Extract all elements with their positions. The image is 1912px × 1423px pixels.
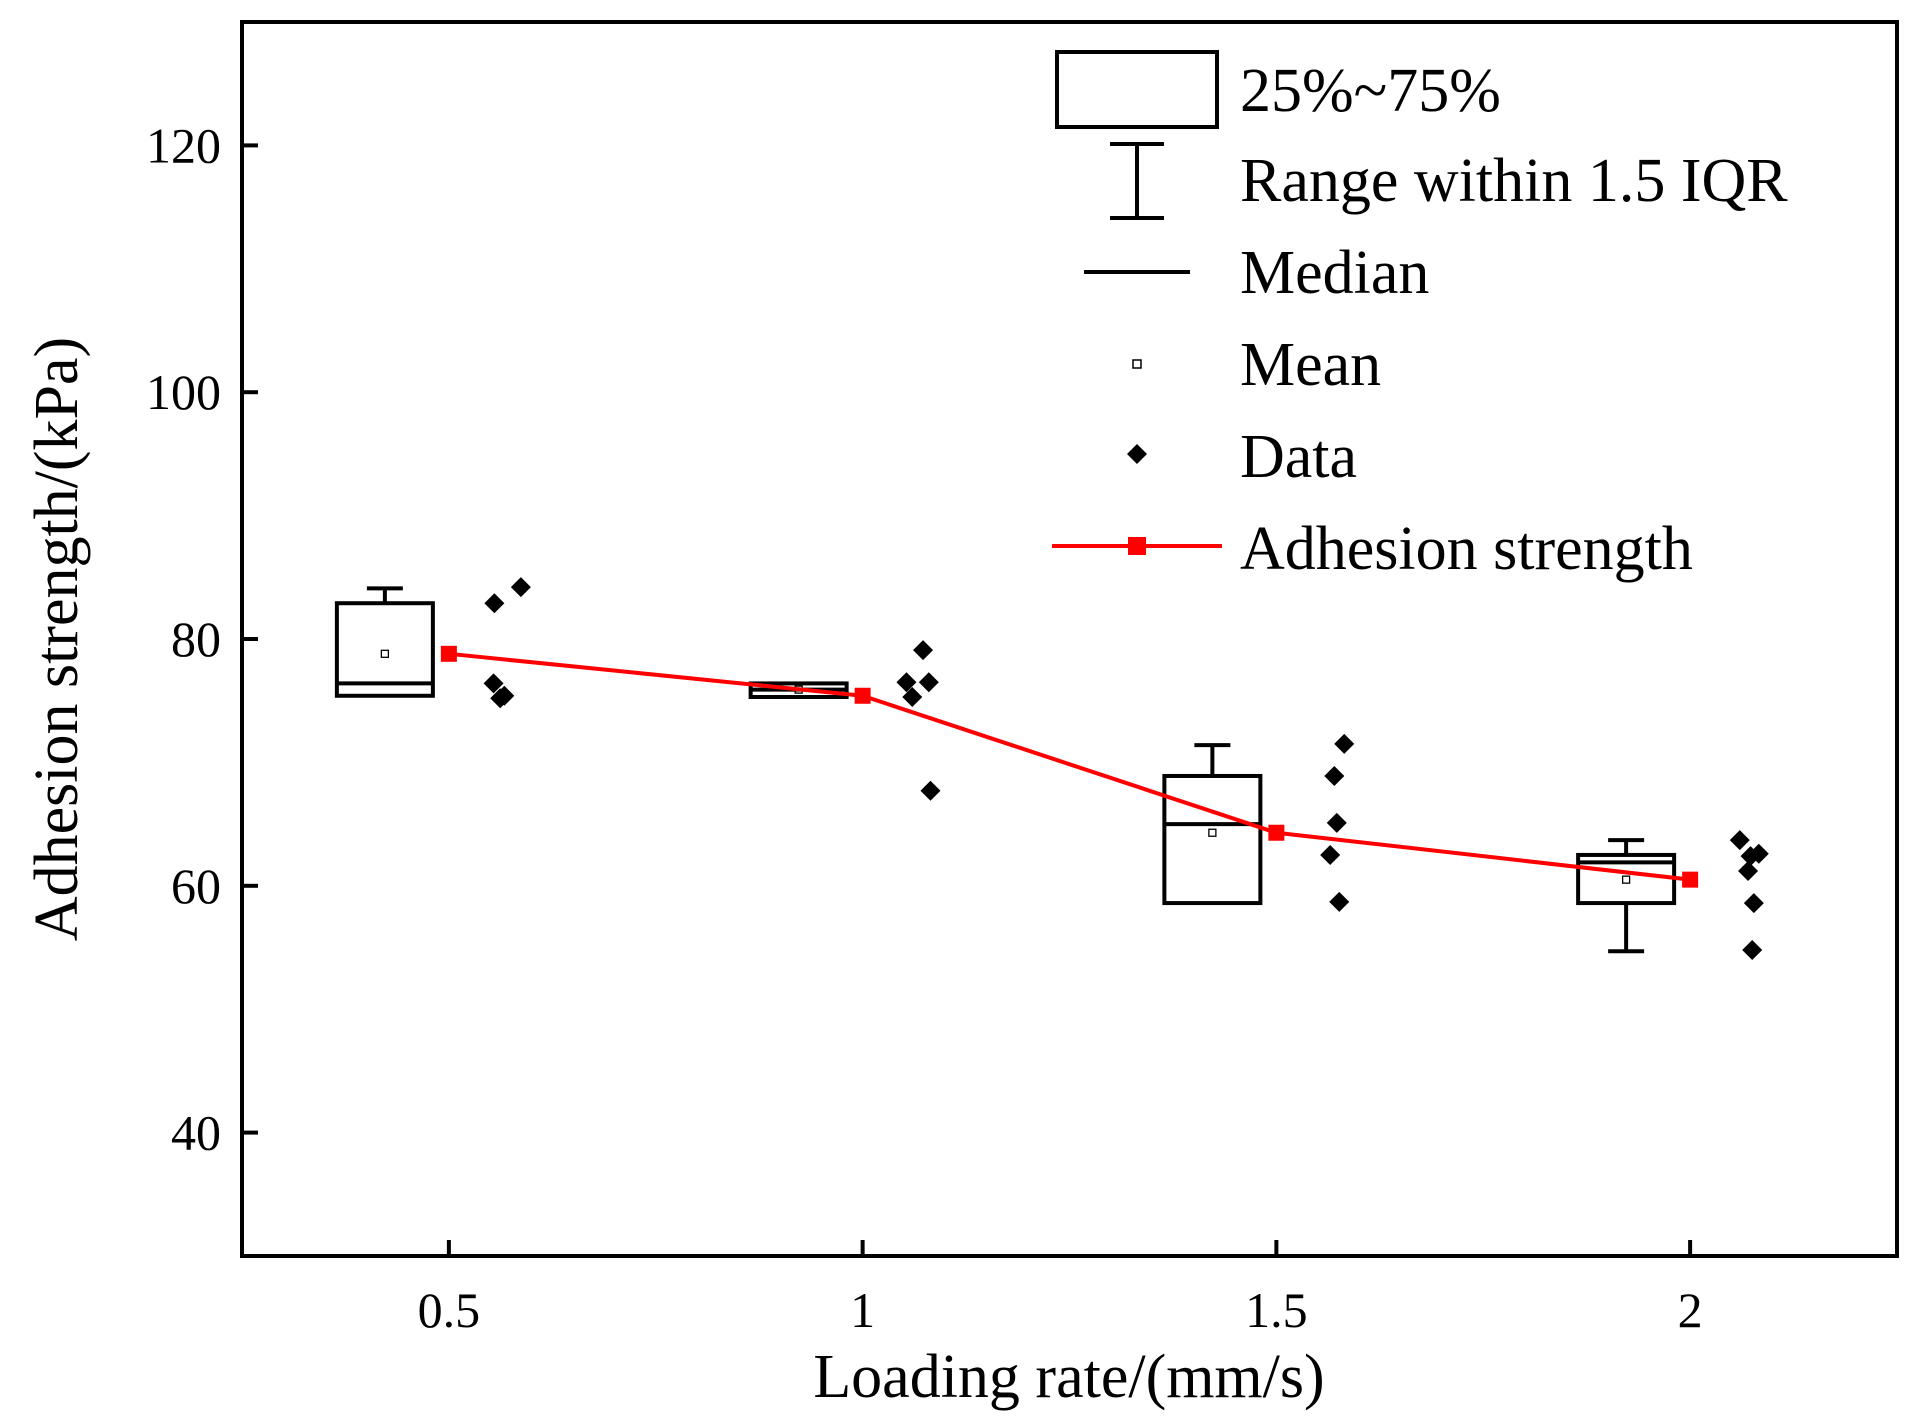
x-axis-title: Loading rate/(mm/s) xyxy=(813,1343,1324,1411)
line-marker xyxy=(1268,824,1285,841)
data-point xyxy=(510,577,531,598)
adhesion-strength-line xyxy=(440,645,1699,888)
data-point xyxy=(902,686,923,707)
data-point xyxy=(1329,891,1350,912)
box-iqr xyxy=(334,601,435,698)
data-point xyxy=(1748,843,1769,864)
data-point xyxy=(1324,765,1345,786)
line-marker xyxy=(854,687,871,704)
legend-data-swatch xyxy=(1127,444,1147,464)
data-point xyxy=(1729,830,1750,851)
data-point xyxy=(1326,812,1347,833)
x-ticks: 0.5 1 1.5 2 xyxy=(418,1240,1703,1338)
data-point xyxy=(494,685,515,706)
y-axis-title: Adhesion strength/(kPa) xyxy=(23,337,91,941)
box-series xyxy=(334,586,1677,954)
line-marker xyxy=(440,645,457,662)
data-points xyxy=(483,577,1769,960)
legend: 25%~75% Range within 1.5 IQR Median Mean… xyxy=(1052,50,1788,583)
y-axis: 40 60 80 100 120 Adhesion strength/(kPa) xyxy=(23,117,258,1161)
mean-marker xyxy=(1208,828,1217,837)
data-point xyxy=(918,672,939,693)
x-tick-label: 1 xyxy=(850,1282,875,1338)
legend-mean-label: Mean xyxy=(1240,331,1381,399)
y-tick-label: 80 xyxy=(171,611,221,667)
legend-mean-swatch xyxy=(1132,359,1142,369)
data-point xyxy=(913,640,934,661)
legend-whisker-label: Range within 1.5 IQR xyxy=(1240,147,1788,215)
x-tick-label: 2 xyxy=(1678,1282,1703,1338)
legend-box-swatch xyxy=(1055,50,1219,129)
data-point xyxy=(920,780,941,801)
y-tick-label: 100 xyxy=(146,364,221,420)
data-point xyxy=(483,673,504,694)
y-tick-label: 120 xyxy=(146,117,221,173)
legend-line-label: Adhesion strength xyxy=(1240,515,1693,583)
y-ticks: 40 60 80 100 120 xyxy=(146,117,258,1161)
legend-line-swatch xyxy=(1052,537,1222,555)
data-point xyxy=(896,672,917,693)
x-tick-label: 0.5 xyxy=(418,1282,481,1338)
data-point xyxy=(1738,860,1759,881)
data-point xyxy=(1743,893,1764,914)
mean-marker xyxy=(380,649,390,658)
data-point xyxy=(1320,844,1341,865)
line-path xyxy=(448,651,1691,882)
legend-whisker-swatch xyxy=(1110,142,1164,220)
box-iqr xyxy=(1162,773,1263,906)
y-tick-label: 40 xyxy=(171,1105,221,1161)
data-point xyxy=(1334,733,1355,754)
data-point xyxy=(484,593,505,614)
x-tick-label: 1.5 xyxy=(1245,1282,1308,1338)
mean-marker xyxy=(1621,875,1631,884)
legend-box-label: 25%~75% xyxy=(1240,57,1501,125)
line-marker xyxy=(1682,871,1699,888)
data-point xyxy=(1742,939,1763,960)
y-tick-label: 60 xyxy=(171,858,221,914)
legend-median-label: Median xyxy=(1240,239,1429,307)
x-axis: 0.5 1 1.5 2 Loading rate/(mm/s) xyxy=(418,1240,1703,1411)
legend-data-label: Data xyxy=(1240,423,1357,491)
